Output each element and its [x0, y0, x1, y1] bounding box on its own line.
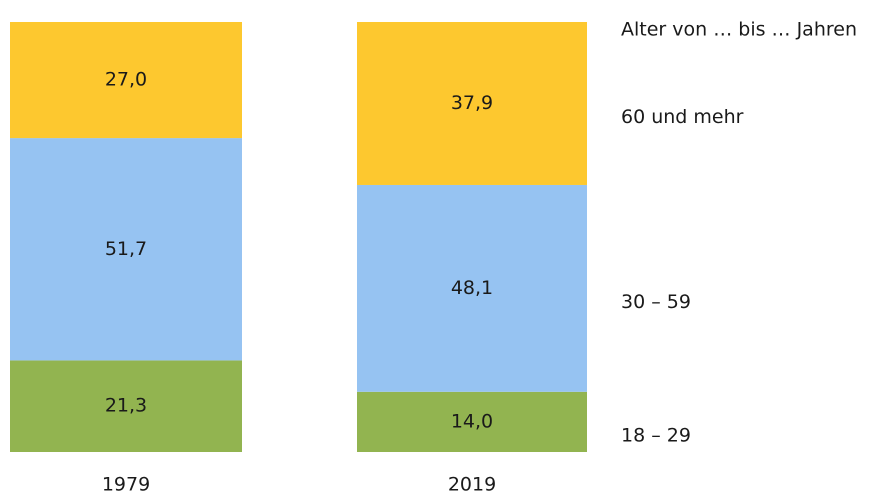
bar-segment: [357, 184, 587, 392]
legend-title: Alter von … bis … Jahren: [621, 19, 857, 41]
legend-label: 30 – 59: [621, 291, 691, 313]
bar-segment: [10, 138, 242, 361]
x-tick-label: 1979: [102, 474, 150, 496]
legend-label: 60 und mehr: [621, 106, 744, 128]
value-label: 37,9: [451, 92, 493, 114]
value-label: 14,0: [451, 410, 493, 432]
value-label: 27,0: [105, 69, 147, 91]
bar-segment: [10, 22, 242, 139]
bar-segment: [357, 391, 587, 452]
value-label: 48,1: [451, 277, 493, 299]
bar-segment: [357, 22, 587, 185]
bar-segment: [10, 360, 242, 452]
value-label: 21,3: [105, 395, 147, 417]
value-label: 51,7: [105, 238, 147, 260]
legend-label: 18 – 29: [621, 424, 691, 446]
x-tick-label: 2019: [448, 474, 496, 496]
